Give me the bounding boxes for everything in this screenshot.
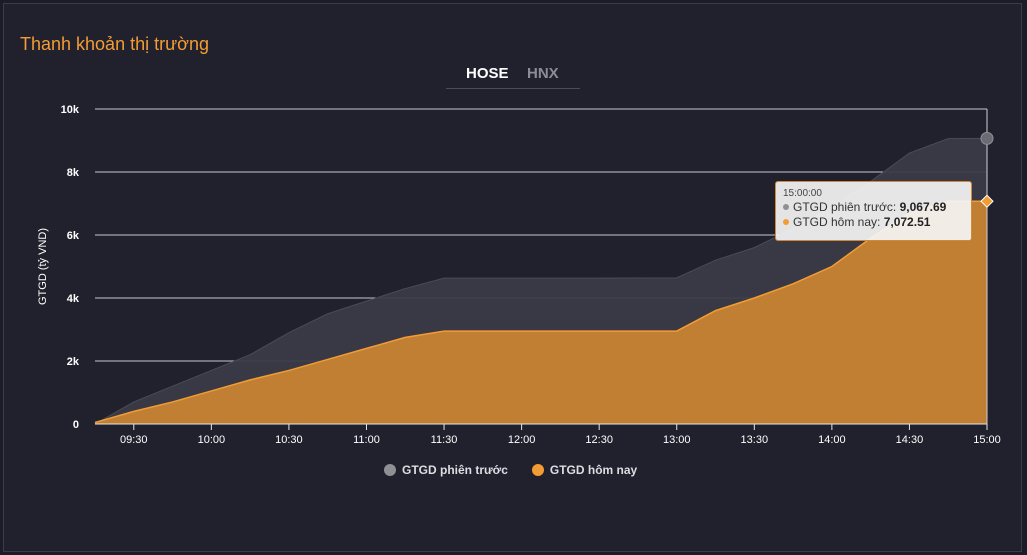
x-tick-label: 10:30 bbox=[275, 434, 303, 446]
x-tick-label: 10:00 bbox=[198, 434, 226, 446]
series-line-today bbox=[94, 200, 988, 424]
tooltip-label-today: GTGD hôm nay: bbox=[793, 215, 884, 229]
y-tick-label: 4k bbox=[67, 293, 80, 305]
legend-dot-today bbox=[531, 464, 544, 476]
legend-item-previous[interactable]: GTGD phiên trước bbox=[384, 463, 508, 477]
tooltip-dot-today bbox=[783, 219, 789, 225]
chart-tooltip: 15:00:00 GTGD phiên trước: 9,067.69 GTGD… bbox=[775, 181, 972, 241]
y-axis-title: GTGD (tỷ VND) bbox=[37, 228, 49, 305]
x-tick-label: 12:30 bbox=[585, 434, 613, 446]
x-tick-label: 11:00 bbox=[353, 434, 380, 446]
x-tick-label: 11:30 bbox=[431, 434, 458, 446]
tooltip-row-today: GTGD hôm nay: 7,072.51 bbox=[783, 215, 964, 230]
tooltip-label-previous: GTGD phiên trước: bbox=[793, 200, 900, 214]
legend-item-today[interactable]: GTGD hôm nay bbox=[531, 463, 638, 477]
legend-label-previous: GTGD phiên trước bbox=[402, 463, 508, 477]
tooltip-value-previous: 9,067.69 bbox=[899, 200, 947, 214]
tooltip-dot-previous bbox=[783, 204, 789, 210]
series-area-today bbox=[95, 201, 987, 424]
chart-title: Thanh khoản thị trường bbox=[20, 34, 209, 54]
x-tick-label: 15:00 bbox=[973, 434, 1001, 446]
exchange-tabs: HOSE HNX bbox=[446, 64, 580, 89]
chart-legend: GTGD phiên trước GTGD hôm nay bbox=[384, 463, 637, 477]
marker-previous bbox=[980, 131, 994, 145]
x-tick-label: 13:00 bbox=[663, 434, 691, 446]
y-tick-label: 6k bbox=[67, 230, 80, 242]
x-tick-label: 14:30 bbox=[896, 434, 924, 446]
x-tick-label: 13:30 bbox=[741, 434, 769, 446]
tab-hnx[interactable]: HNX bbox=[527, 65, 559, 82]
y-tick-label: 2k bbox=[67, 356, 80, 368]
legend-label-today: GTGD hôm nay bbox=[549, 463, 638, 477]
tooltip-time: 15:00:00 bbox=[783, 188, 822, 199]
marker-today bbox=[980, 194, 994, 208]
tab-hose[interactable]: HOSE bbox=[466, 65, 509, 82]
x-tick-label: 09:30 bbox=[120, 434, 148, 446]
y-tick-label: 0 bbox=[73, 419, 79, 431]
x-tick-label: 14:00 bbox=[818, 434, 846, 446]
legend-dot-previous bbox=[384, 464, 396, 476]
tooltip-row-previous: GTGD phiên trước: 9,067.69 bbox=[783, 200, 964, 215]
y-tick-label: 10k bbox=[61, 104, 80, 116]
y-tick-label: 8k bbox=[67, 167, 80, 179]
tooltip-value-today: 7,072.51 bbox=[883, 215, 931, 229]
x-tick-label: 12:00 bbox=[508, 434, 536, 446]
